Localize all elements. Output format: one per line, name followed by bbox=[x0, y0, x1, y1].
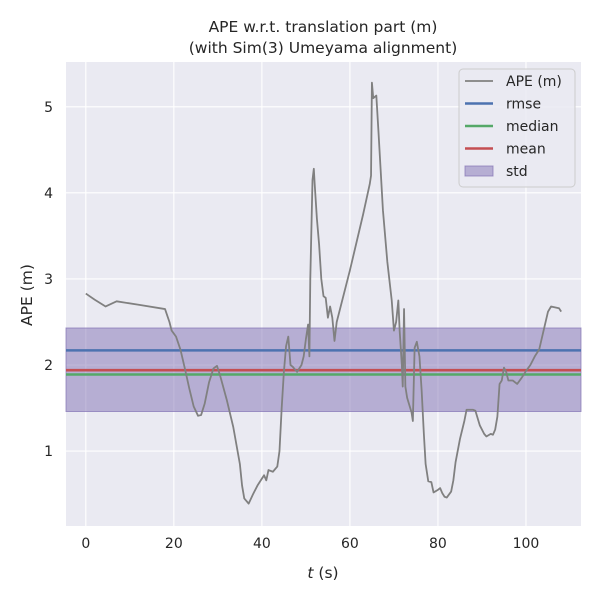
chart-title-line1: APE w.r.t. translation part (m) bbox=[209, 18, 438, 36]
x-tick-label: 100 bbox=[513, 536, 540, 552]
x-tick-label: 80 bbox=[429, 536, 447, 552]
y-tick-label: 1 bbox=[44, 444, 53, 460]
legend-swatch-std bbox=[464, 165, 494, 177]
y-tick-label: 5 bbox=[44, 100, 53, 116]
y-tick-label: 4 bbox=[44, 186, 53, 202]
x-tick-label: 60 bbox=[341, 536, 359, 552]
stat-lines bbox=[66, 349, 581, 376]
x-tick-label: 0 bbox=[81, 536, 90, 552]
x-tick-label: 40 bbox=[253, 536, 271, 552]
legend-label: rmse bbox=[506, 97, 541, 113]
legend-label: APE (m) bbox=[506, 74, 562, 90]
y-tick-label: 3 bbox=[44, 272, 53, 288]
legend-label: mean bbox=[506, 142, 546, 158]
legend-label: median bbox=[506, 119, 558, 135]
x-tick-label: 20 bbox=[165, 536, 183, 552]
legend: APE (m) rmse median mean std bbox=[458, 68, 576, 188]
tick-labels: 0 20 40 60 80 100 1 2 3 4 5 bbox=[44, 100, 539, 552]
chart-title-line2: (with Sim(3) Umeyama alignment) bbox=[189, 39, 458, 57]
y-axis-label: APE (m) bbox=[18, 264, 36, 326]
legend-label: std bbox=[506, 164, 528, 180]
x-axis-label: t (s) bbox=[307, 564, 338, 582]
series-layer bbox=[85, 81, 562, 505]
legend-box bbox=[458, 68, 576, 188]
y-tick-label: 2 bbox=[44, 358, 53, 374]
ape-series-line bbox=[85, 81, 562, 505]
